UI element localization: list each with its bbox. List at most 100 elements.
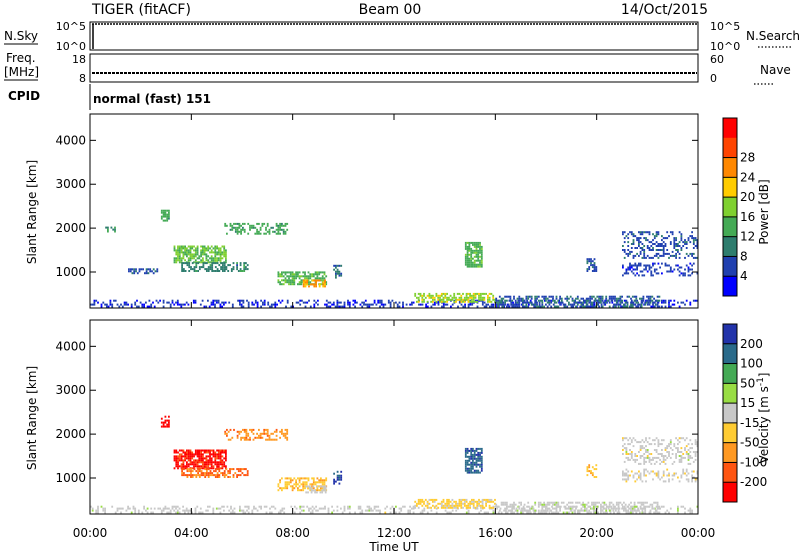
cell-0-14: [671, 254, 674, 257]
cell-0-14: [638, 231, 640, 234]
cell-0-10: [474, 296, 477, 299]
cell-1-12: [664, 462, 667, 465]
cell-1-0: [196, 505, 199, 508]
cell-0-7: [309, 277, 312, 280]
cell-0-8: [306, 281, 309, 284]
cell-1-5: [297, 483, 299, 486]
cell-0-14: [629, 231, 631, 234]
cell-0-11: [480, 263, 483, 266]
cell-1-9: [466, 461, 469, 464]
cell-0-4: [219, 257, 222, 260]
cell-1-0: [143, 505, 145, 508]
cell-0-10: [417, 300, 420, 303]
cell-0-14: [643, 245, 646, 247]
cell-1-12: [685, 451, 688, 453]
cell-0-3: [164, 213, 167, 216]
cell-0-6: [256, 228, 258, 231]
cell-0-12: [631, 303, 634, 306]
cell-1-0: [256, 509, 259, 512]
cell-0-6: [247, 232, 250, 235]
cell-0-10: [474, 300, 477, 303]
cell-1-8: [481, 500, 484, 503]
cell-1-2: [209, 461, 211, 464]
cell-0-4: [219, 251, 222, 254]
cell-1-12: [655, 451, 658, 453]
cell-0-4: [223, 245, 226, 248]
cell-1-12: [671, 462, 674, 465]
cell-0-6: [231, 228, 234, 231]
cell-0-0: [242, 305, 245, 308]
cell-0-5: [198, 268, 201, 271]
cell-0-5: [239, 268, 242, 271]
cell-0-12: [587, 297, 590, 300]
cell-0-10: [421, 296, 424, 299]
cell-1-8: [451, 506, 454, 509]
cell-1-10: [507, 509, 510, 512]
cell-0-0: [421, 303, 424, 306]
cell-1-2: [212, 465, 215, 468]
cell-0-2: [152, 272, 155, 275]
cell-1-5: [284, 485, 287, 488]
nsearch-tick-top: 10^5: [710, 20, 740, 33]
cell-0-3: [162, 215, 165, 218]
cell-1-2: [173, 451, 176, 454]
cell-0-0: [623, 299, 626, 302]
cell-0-10: [456, 298, 459, 301]
cell-1-4: [286, 430, 289, 433]
cell-1-7: [338, 474, 341, 477]
cell-1-0: [212, 507, 215, 510]
cell-1-7: [338, 478, 341, 481]
cell-1-13: [638, 476, 640, 479]
cell-1-4: [266, 430, 269, 433]
cell-0-10: [437, 294, 440, 297]
cell-1-12: [677, 447, 679, 450]
cell-1-3: [206, 472, 208, 475]
cell-1-10: [592, 511, 595, 514]
cell-1-2: [194, 465, 197, 468]
cell-0-10: [440, 292, 443, 295]
cell-1-10: [594, 503, 597, 506]
cell-1-12: [689, 451, 692, 453]
cell-0-7: [291, 281, 294, 284]
cell-0-0: [341, 305, 344, 308]
cell-0-0: [497, 299, 500, 302]
cell-0-14: [623, 250, 626, 253]
cell-0-14: [662, 247, 665, 249]
cell-0-6: [236, 230, 239, 233]
cell-1-12: [669, 439, 672, 442]
cell-0-14: [630, 233, 633, 236]
cell-1-2: [198, 465, 201, 468]
cell-0-11: [466, 247, 469, 250]
cell-1-12: [622, 445, 624, 448]
cell-0-14: [632, 254, 635, 257]
cell-1-2: [217, 451, 220, 454]
cell-0-14: [646, 245, 649, 247]
cell-1-0: [669, 507, 672, 510]
cell-0-0: [106, 303, 108, 306]
cell-1-5: [282, 487, 285, 490]
cell-1-5: [291, 485, 294, 488]
cell-0-10: [437, 296, 440, 299]
cell-0-7: [284, 279, 287, 282]
cell-1-12: [625, 456, 628, 459]
cell-0-11: [473, 265, 476, 268]
cell-1-10: [569, 507, 572, 510]
cell-1-10: [628, 511, 631, 514]
cell-1-2: [225, 451, 227, 454]
cell-1-8: [472, 506, 475, 509]
cell-1-0: [517, 505, 520, 508]
cell-0-8: [318, 283, 321, 286]
cell-0-0: [359, 303, 362, 306]
cell-1-12: [664, 455, 667, 457]
cell-1-0: [173, 505, 176, 508]
cell-0-10: [433, 296, 436, 299]
cell-1-2: [209, 449, 211, 452]
cell-1-5: [277, 483, 280, 486]
cell-0-7: [281, 271, 283, 274]
cell-1-0: [175, 507, 177, 510]
cell-1-5: [298, 479, 301, 482]
cell-1-10: [580, 509, 583, 512]
cell-1-3: [239, 474, 242, 477]
cell-0-14: [638, 239, 640, 242]
cell-0-7: [316, 277, 319, 280]
